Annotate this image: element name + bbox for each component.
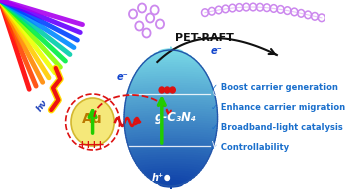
Ellipse shape [125,100,216,106]
Ellipse shape [137,67,204,74]
Ellipse shape [124,118,217,125]
Text: +: + [90,140,99,150]
Text: e⁻: e⁻ [210,46,222,56]
Ellipse shape [127,137,215,143]
Text: CB: CB [212,90,222,98]
Ellipse shape [124,109,217,115]
Ellipse shape [131,79,210,86]
Ellipse shape [129,146,212,152]
Ellipse shape [136,70,206,76]
Ellipse shape [140,63,201,69]
Ellipse shape [127,139,214,146]
Ellipse shape [132,153,209,159]
Circle shape [170,87,175,93]
Ellipse shape [130,148,212,155]
Ellipse shape [124,116,218,122]
Ellipse shape [130,81,212,88]
Ellipse shape [139,65,203,72]
Text: +: + [77,140,86,150]
Text: +: + [84,140,92,150]
Ellipse shape [140,167,201,173]
Ellipse shape [125,127,217,134]
Ellipse shape [150,54,191,60]
Text: ✓ Controllability: ✓ Controllability [211,143,290,153]
Ellipse shape [147,174,194,180]
Ellipse shape [125,125,217,132]
Ellipse shape [129,144,213,150]
Ellipse shape [126,98,216,104]
Circle shape [159,87,165,93]
Circle shape [165,87,170,93]
Circle shape [165,176,169,180]
Ellipse shape [154,51,188,58]
Ellipse shape [154,178,188,185]
Text: e⁻: e⁻ [117,72,129,82]
Ellipse shape [150,176,191,182]
Text: hν: hν [35,97,49,113]
Ellipse shape [125,123,217,129]
Ellipse shape [136,160,206,166]
Ellipse shape [125,102,217,109]
Ellipse shape [125,107,217,113]
Ellipse shape [137,162,204,169]
Ellipse shape [159,49,183,56]
Ellipse shape [147,56,194,63]
Ellipse shape [145,58,197,65]
Ellipse shape [134,72,207,79]
Ellipse shape [125,104,217,111]
Text: Au: Au [82,112,103,126]
Ellipse shape [131,150,210,157]
Ellipse shape [126,132,216,139]
Ellipse shape [129,84,212,90]
Ellipse shape [133,74,208,81]
Ellipse shape [134,157,207,164]
Ellipse shape [133,155,208,162]
Text: VB: VB [212,142,222,150]
Text: g-C₃N₄: g-C₃N₄ [155,112,197,125]
Ellipse shape [125,130,216,136]
Ellipse shape [132,77,209,83]
Ellipse shape [143,60,199,67]
Ellipse shape [127,91,214,97]
Ellipse shape [143,169,199,175]
Text: h⁺: h⁺ [152,173,164,183]
Text: +: + [96,140,105,150]
Ellipse shape [127,93,215,99]
Ellipse shape [145,171,197,178]
Text: ✓ Boost carrier generation: ✓ Boost carrier generation [211,84,338,92]
Text: PET-RAFT: PET-RAFT [175,33,234,43]
Text: ✓ Enhance carrier migration: ✓ Enhance carrier migration [211,104,345,112]
Ellipse shape [126,134,216,141]
Ellipse shape [128,141,214,148]
Ellipse shape [126,95,216,102]
Ellipse shape [124,121,217,127]
Ellipse shape [159,180,183,187]
Circle shape [71,98,114,146]
Ellipse shape [128,88,214,95]
Ellipse shape [124,114,218,120]
Ellipse shape [139,164,203,171]
Ellipse shape [124,111,217,118]
Ellipse shape [129,86,213,92]
Text: ✓ Broadband-light catalysis: ✓ Broadband-light catalysis [211,123,343,132]
